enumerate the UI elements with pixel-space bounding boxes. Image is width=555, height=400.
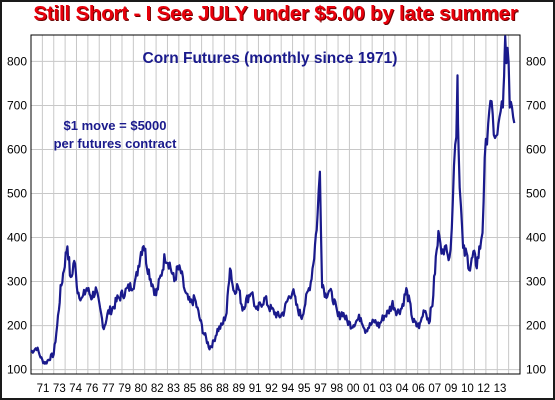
x-tick-label: 98 [330, 383, 343, 395]
plot-border [30, 34, 521, 375]
y-tick-label-left: 200 [7, 319, 27, 333]
x-tick-label: 86 [200, 383, 213, 395]
y-tick-label-left: 300 [7, 275, 27, 289]
x-tick-label: 95 [298, 383, 311, 395]
x-axis: 71 73 74 76 77 79 80 82 83 85 86 88 89 91 92 94 95 97 98 00… [37, 383, 507, 395]
y-tick-label-right: 300 [526, 275, 546, 289]
x-tick-label: 85 [183, 383, 196, 395]
y-tick-label-left: 500 [7, 186, 27, 200]
y-tick-label-right: 700 [526, 98, 546, 112]
annotation-line-2: per futures contract [54, 136, 177, 151]
x-tick-label: 97 [314, 383, 327, 395]
x-tick-label: 92 [265, 383, 278, 395]
grid [30, 35, 521, 374]
y-tick-label-right: 600 [526, 142, 546, 156]
series-line-corn-futures [30, 35, 516, 365]
y-axis-right: 100 200 300 400 500 600 700 800 [526, 54, 546, 376]
x-tick-label: 88 [216, 383, 229, 395]
y-tick-label-right: 200 [526, 319, 546, 333]
y-tick-label-left: 600 [7, 142, 27, 156]
y-axis-left: 100 200 300 400 500 600 700 800 [7, 54, 27, 376]
x-tick-label: 74 [69, 383, 82, 395]
x-tick-label: 06 [412, 383, 425, 395]
headline: Still Short - I See JULY under $5.00 by … [33, 2, 518, 25]
y-tick-label-right: 100 [526, 363, 546, 377]
x-tick-label: 71 [37, 383, 50, 395]
annotation-line-1: $1 move = $5000 [64, 118, 167, 133]
x-tick-label: 89 [232, 383, 245, 395]
x-tick-label: 13 [494, 383, 507, 395]
x-tick-label: 79 [118, 383, 131, 395]
x-tick-label: 03 [379, 383, 392, 395]
chart-title: Corn Futures (monthly since 1971) [143, 50, 398, 67]
y-tick-label-right: 400 [526, 231, 546, 245]
x-tick-label: 80 [135, 383, 148, 395]
x-tick-label: 01 [363, 383, 376, 395]
x-tick-label: 07 [428, 383, 441, 395]
y-tick-label-left: 100 [7, 363, 27, 377]
y-tick-label-right: 500 [526, 186, 546, 200]
x-tick-label: 94 [281, 383, 294, 395]
y-tick-label-right: 800 [526, 54, 546, 68]
x-tick-label: 12 [477, 383, 490, 395]
y-tick-label-left: 800 [7, 54, 27, 68]
x-tick-label: 76 [86, 383, 99, 395]
x-tick-label: 77 [102, 383, 115, 395]
x-tick-label: 82 [151, 383, 164, 395]
x-tick-label: 91 [249, 383, 262, 395]
x-tick-label: 83 [167, 383, 180, 395]
x-tick-label: 00 [347, 383, 360, 395]
x-tick-label: 10 [461, 383, 474, 395]
y-tick-label-left: 700 [7, 98, 27, 112]
x-tick-label: 09 [445, 383, 458, 395]
x-tick-label: 04 [396, 383, 409, 395]
x-tick-label: 73 [53, 383, 66, 395]
y-tick-label-left: 400 [7, 231, 27, 245]
